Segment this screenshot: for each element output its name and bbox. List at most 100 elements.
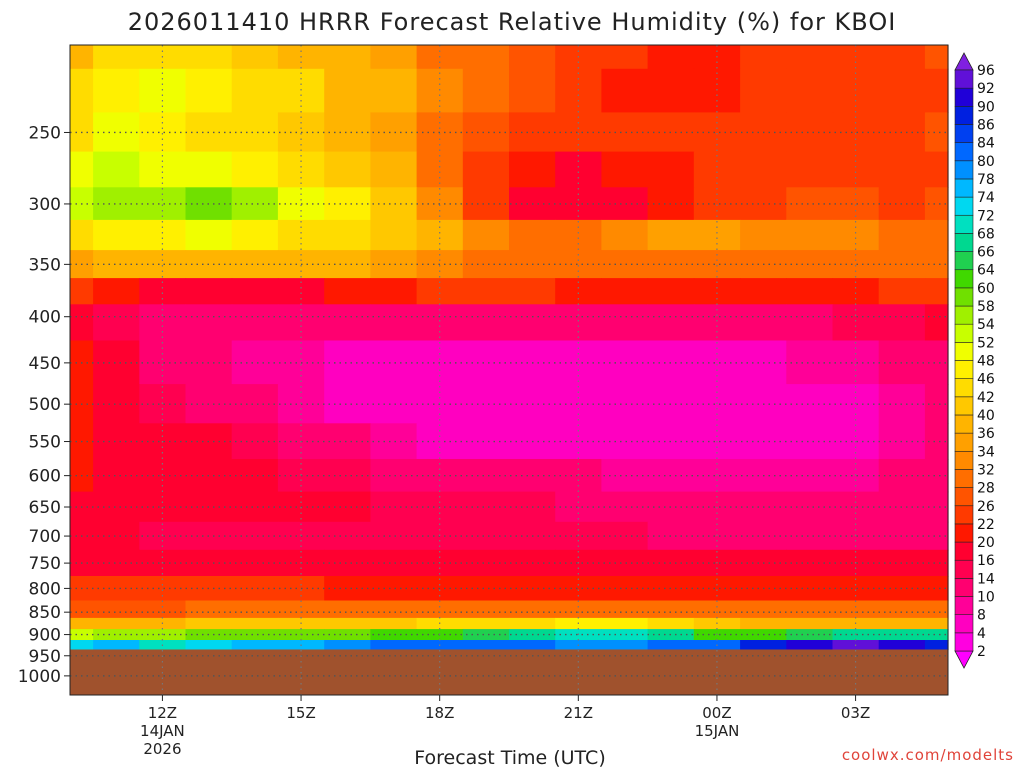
rh-cell (70, 600, 94, 619)
rh-cell (370, 491, 418, 523)
colorbar-swatch (954, 596, 974, 615)
rh-cell (924, 459, 949, 493)
rh-cell (93, 423, 140, 460)
colorbar-label: 60 (977, 281, 995, 297)
colorbar-swatch (954, 614, 974, 634)
rh-cell (786, 521, 834, 551)
colorbar-swatch (954, 305, 974, 325)
rh-cell (693, 187, 741, 221)
rh-cell (924, 576, 949, 602)
rh-cell (601, 521, 649, 551)
colorbar-swatch (954, 124, 974, 143)
rh-cell (601, 617, 649, 630)
rh-cell (462, 340, 510, 385)
rh-cell (786, 629, 834, 641)
y-axis: 250 300 350 400 450 500 550 600 650 700 750 800 850 9… (18, 123, 70, 687)
rh-cell (786, 600, 834, 619)
colorbar-swatch (954, 342, 974, 361)
rh-cell (324, 600, 371, 619)
y-tick-label: 700 (29, 527, 61, 547)
y-tick-label: 550 (29, 433, 61, 453)
x-tick-date-label: 2026 (143, 740, 181, 758)
rh-cell (740, 617, 787, 630)
rh-cell (740, 45, 787, 70)
rh-cell (93, 340, 140, 385)
y-tick-label: 750 (29, 554, 61, 574)
x-tick-label: 15Z (286, 704, 315, 722)
y-tick-label: 350 (29, 255, 61, 275)
rh-cell (601, 459, 649, 493)
plot-frame (69, 44, 949, 696)
rh-cell (786, 45, 834, 70)
x-tick-label: 03Z (841, 704, 870, 722)
colorbar-swatch (954, 450, 974, 470)
rh-cell (740, 151, 787, 188)
colorbar-swatch (954, 142, 974, 162)
colorbar-max-arrow (954, 52, 974, 71)
rh-cell (509, 278, 556, 305)
rh-cell (555, 459, 602, 493)
rh-cell (462, 45, 510, 70)
rh-cell (70, 45, 94, 70)
rh-cell (647, 45, 695, 70)
colorbar-label: 4 (977, 626, 986, 642)
rh-cell (924, 600, 949, 619)
rh-cell (185, 151, 233, 188)
rh-cell (231, 576, 279, 602)
rh-cell (324, 617, 371, 630)
rh-cell (555, 340, 602, 385)
rh-cell (693, 600, 741, 619)
colorbar-swatch (954, 541, 974, 561)
rh-cell (93, 549, 140, 577)
y-tick-label: 300 (29, 195, 61, 215)
rh-cell (786, 151, 834, 188)
rh-cell (786, 640, 834, 651)
colorbar-label: 52 (977, 335, 995, 351)
rh-cell (601, 384, 649, 424)
rh-cell (324, 521, 371, 551)
colorbar-label: 78 (977, 172, 995, 188)
colorbar-label: 68 (977, 226, 995, 242)
colorbar-swatch (954, 196, 974, 216)
x-tick-date-label: 15JAN (695, 722, 740, 740)
rh-cell (324, 250, 371, 279)
rh-cell (139, 340, 187, 385)
chart-title: 2026011410 HRRR Forecast Relative Humidi… (128, 8, 897, 36)
rh-cell (93, 629, 140, 641)
rh-cell (924, 491, 949, 523)
rh-cell (93, 151, 140, 188)
rh-cell (878, 640, 926, 651)
rh-cell (601, 219, 649, 251)
rh-cell (462, 459, 510, 493)
rh-cell (832, 112, 880, 153)
rh-cell (370, 600, 418, 619)
rh-cell (370, 219, 418, 251)
rh-cell (324, 459, 371, 493)
colorbar-label: 58 (977, 299, 995, 315)
rh-cell (924, 250, 949, 279)
x-tick-label: 21Z (564, 704, 593, 722)
colorbar-swatch (954, 251, 974, 271)
rh-cell (786, 304, 834, 342)
rh-cell (601, 640, 649, 651)
rh-cell (370, 521, 418, 551)
y-tick-label: 500 (29, 395, 61, 415)
rh-cell (324, 278, 371, 305)
colorbar-swatch (954, 323, 974, 343)
rh-cell (509, 304, 556, 342)
rh-cell (509, 600, 556, 619)
rh-cell (231, 219, 279, 251)
rh-cell (93, 68, 140, 113)
rh-cell (231, 45, 279, 70)
rh-cell (231, 549, 279, 577)
y-tick-label: 950 (29, 647, 61, 667)
rh-cell (786, 219, 834, 251)
rh-cell (324, 423, 371, 460)
rh-cell (139, 600, 187, 619)
rh-cell (878, 304, 926, 342)
y-tick-label: 250 (29, 123, 61, 143)
colorbar-label: 90 (977, 99, 995, 115)
rh-cell (693, 112, 741, 153)
rh-cell (832, 600, 880, 619)
rh-cell (509, 219, 556, 251)
